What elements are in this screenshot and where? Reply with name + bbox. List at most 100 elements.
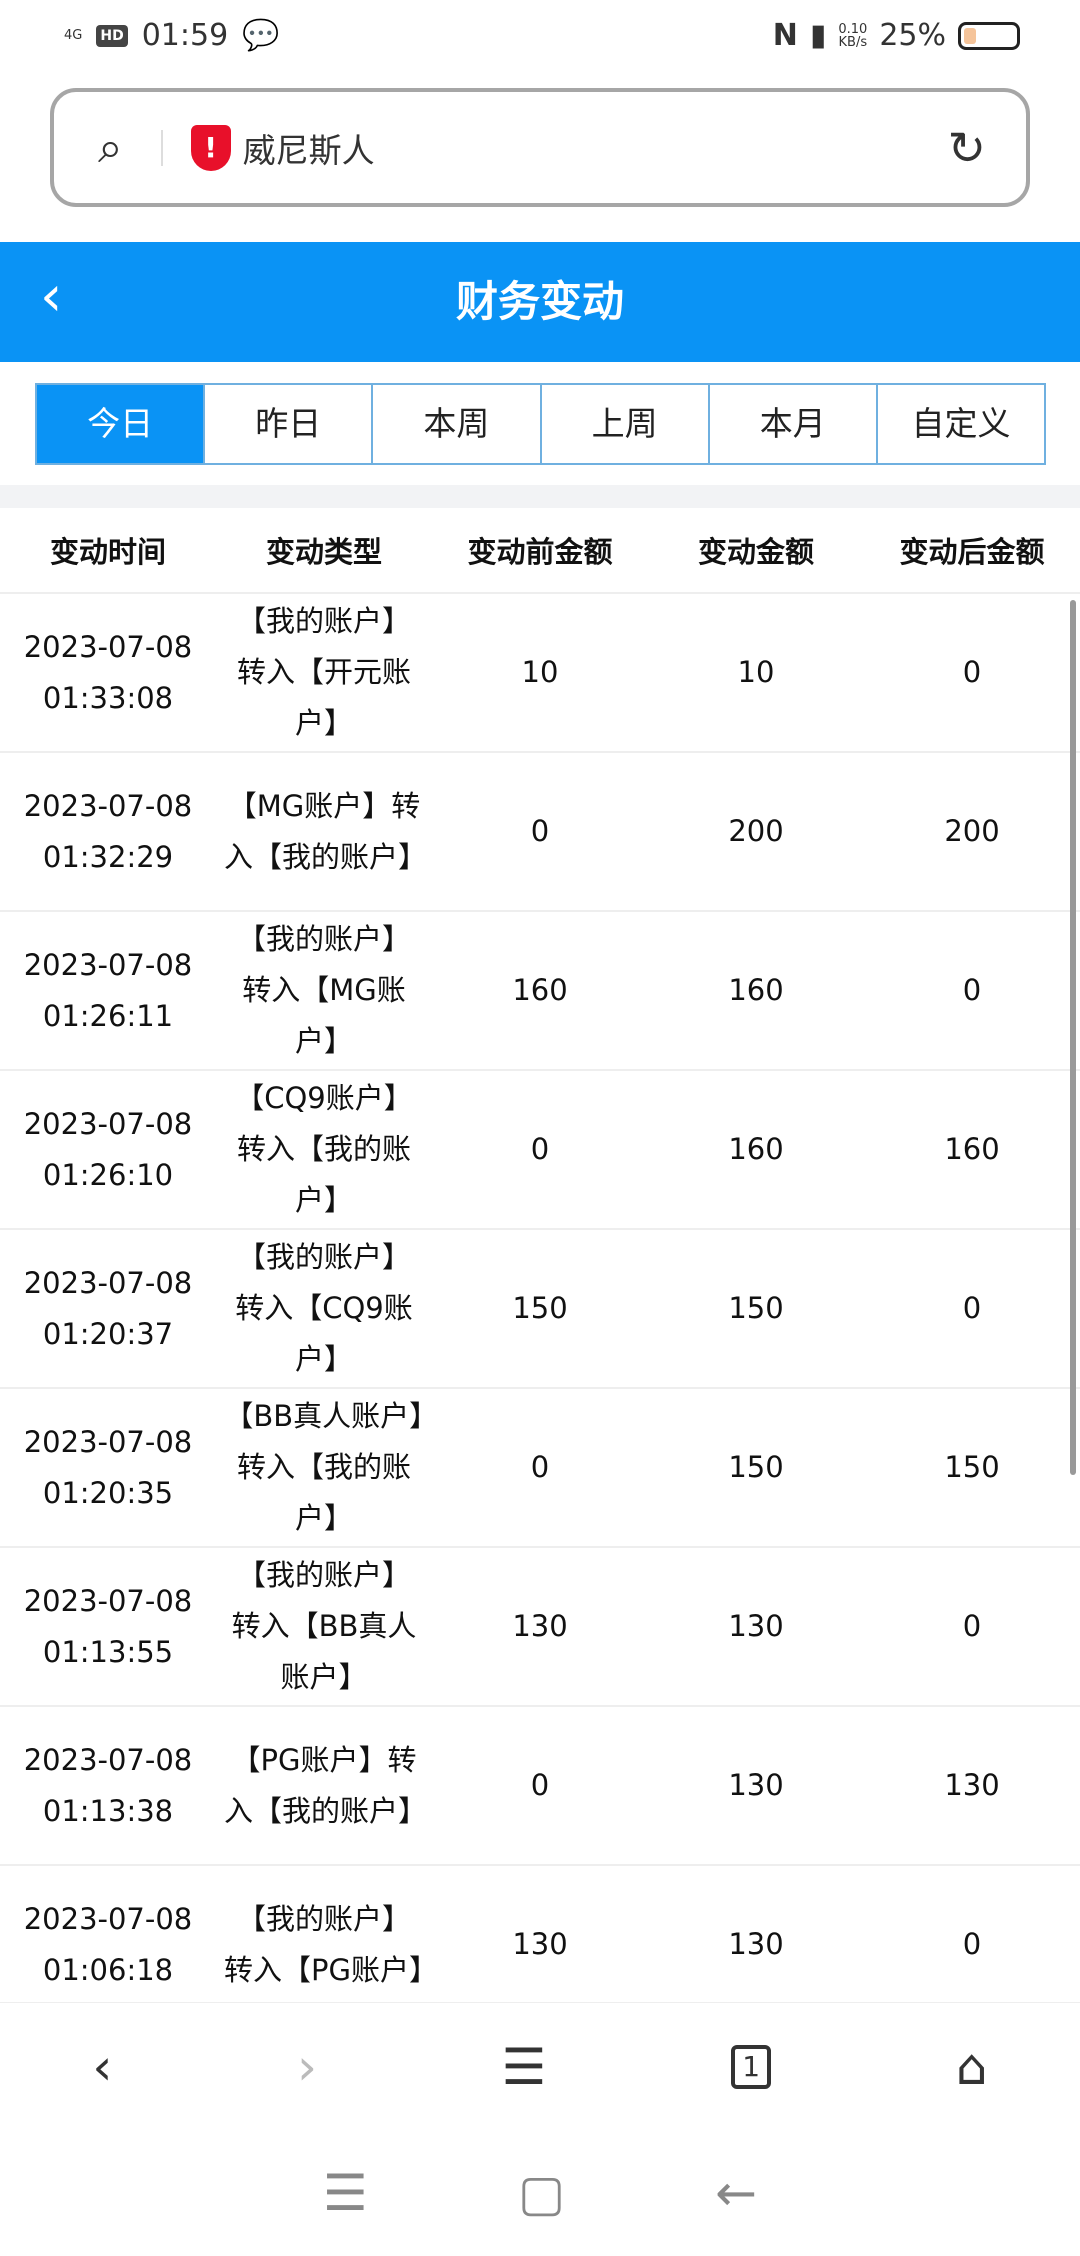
cell-type: 【CQ9账户】转入【我的账户】: [216, 1070, 432, 1230]
cell-time: 2023-07-08 01:13:55: [0, 1547, 216, 1707]
tab-this-week[interactable]: 本周: [373, 385, 542, 463]
cell-before: 0: [432, 752, 648, 912]
cell-before: 0: [432, 1388, 648, 1548]
cell-type: 【我的账户】转入【CQ9账户】: [216, 1229, 432, 1389]
cell-time: 2023-07-08 01:13:38: [0, 1706, 216, 1866]
cell-after: 150: [864, 1388, 1080, 1548]
browser-toolbar: ‹ › ☰ 1 ⌂: [0, 2002, 1080, 2130]
menu-icon[interactable]: ☰: [501, 2037, 547, 2096]
table-row: 2023-07-08 01:13:38 【PG账户】转入【我的账户】 0 130 130: [0, 1706, 1080, 1866]
network-indicator: 4G: [64, 28, 83, 43]
cell-type: 【PG账户】转入【我的账户】: [216, 1706, 432, 1866]
cell-type: 【BB真人账户】转入【我的账户】: [216, 1388, 432, 1548]
battery-percent: 25%: [879, 18, 946, 53]
back-arrow-icon[interactable]: ←: [715, 2164, 757, 2222]
cell-after: 0: [864, 911, 1080, 1071]
cell-after: 160: [864, 1070, 1080, 1230]
divider: [160, 129, 163, 166]
cell-time: 2023-07-08 01:33:08: [0, 593, 216, 753]
cell-before: 160: [432, 911, 648, 1071]
cell-amount: 130: [648, 1547, 864, 1707]
cell-after: 0: [864, 1547, 1080, 1707]
cell-time: 2023-07-08 01:06:18: [0, 1865, 216, 2002]
recents-icon[interactable]: ☰: [323, 2164, 368, 2222]
cell-time: 2023-07-08 01:20:37: [0, 1229, 216, 1389]
net-speed: 0.10 KB/s: [838, 23, 867, 49]
cell-before: 130: [432, 1547, 648, 1707]
page-header: ‹ 财务变动: [0, 242, 1080, 362]
tab-today[interactable]: 今日: [37, 385, 206, 463]
cell-type: 【我的账户】转入【BB真人账户】: [216, 1547, 432, 1707]
cell-amount: 150: [648, 1229, 864, 1389]
clock: 01:59: [141, 18, 229, 53]
speed-unit: KB/s: [838, 34, 868, 50]
cell-before: 0: [432, 1706, 648, 1866]
forward-icon[interactable]: ›: [297, 2037, 317, 2096]
transactions-table: 变动时间 变动类型 变动前金额 变动金额 变动后金额 2023-07-08 01…: [0, 508, 1080, 2002]
nfc-icon: N: [772, 18, 798, 53]
tabs-button[interactable]: 1: [731, 2044, 772, 2089]
cell-amount: 150: [648, 1388, 864, 1548]
cell-amount: 160: [648, 1070, 864, 1230]
home-button-icon[interactable]: ▢: [517, 2164, 566, 2222]
table-row: 2023-07-08 01:06:18 【我的账户】转入【PG账户】 130 130 0: [0, 1865, 1080, 2002]
cell-amount: 130: [648, 1706, 864, 1866]
table-row: 2023-07-08 01:26:10 【CQ9账户】转入【我的账户】 0 160 16…: [0, 1070, 1080, 1230]
table-row: 2023-07-08 01:13:55 【我的账户】转入【BB真人账户】 130 13…: [0, 1547, 1080, 1707]
cell-time: 2023-07-08 01:20:35: [0, 1388, 216, 1548]
cell-after: 0: [864, 1229, 1080, 1389]
battery-icon: [958, 21, 1020, 50]
col-amount: 变动金额: [648, 508, 864, 594]
back-icon[interactable]: ‹: [92, 2037, 113, 2096]
search-icon[interactable]: ⌕: [98, 122, 123, 173]
cell-type: 【我的账户】转入【PG账户】: [216, 1865, 438, 2002]
table-row: 2023-07-08 01:32:29 【MG账户】转入【我的账户】 0 200 200: [0, 752, 1080, 912]
address-bar[interactable]: ⌕ ! 威尼斯人 ↻: [50, 88, 1030, 207]
cell-time: 2023-07-08 01:26:11: [0, 911, 216, 1071]
scrollbar[interactable]: [1070, 600, 1076, 1475]
table-row: 2023-07-08 01:20:35 【BB真人账户】转入【我的账户】 0 150 1…: [0, 1388, 1080, 1548]
date-filter-tabs: 今日 昨日 本周 上周 本月 自定义: [35, 383, 1046, 465]
tab-last-week[interactable]: 上周: [542, 385, 710, 463]
cell-after: 130: [864, 1706, 1080, 1866]
vibrate-icon: ▮: [809, 18, 827, 53]
back-button[interactable]: ‹: [40, 264, 63, 329]
hd-icon: HD: [96, 24, 128, 47]
cell-amount: 200: [648, 752, 864, 912]
table-row: 2023-07-08 01:26:11 【我的账户】转入【MG账户】 160 160 0: [0, 911, 1080, 1071]
cell-type: 【我的账户】转入【开元账户】: [216, 593, 432, 753]
message-icon: 💬: [242, 18, 280, 53]
cell-amount: 130: [648, 1865, 864, 2002]
cell-after: 200: [864, 752, 1080, 912]
status-bar: 4G HD 01:59 💬 N ▮ 0.10 KB/s 25%: [0, 0, 1080, 80]
col-type: 变动类型: [216, 508, 432, 594]
table-row: 2023-07-08 01:20:37 【我的账户】转入【CQ9账户】 150 150…: [0, 1229, 1080, 1389]
cell-after: 0: [864, 1865, 1080, 2002]
reload-icon[interactable]: ↻: [947, 120, 986, 175]
col-before: 变动前金额: [432, 508, 648, 594]
cell-time: 2023-07-08 01:32:29: [0, 752, 216, 912]
cell-before: 130: [432, 1865, 648, 2002]
home-icon[interactable]: ⌂: [955, 2037, 988, 2096]
page-title: 财务变动: [455, 277, 624, 326]
cell-before: 150: [432, 1229, 648, 1389]
speed-value: 0.10: [838, 21, 868, 37]
cell-type: 【MG账户】转入【我的账户】: [216, 752, 432, 912]
security-warning-icon[interactable]: !: [190, 124, 231, 171]
col-time: 变动时间: [0, 508, 216, 594]
cell-before: 0: [432, 1070, 648, 1230]
col-after: 变动后金额: [864, 508, 1080, 594]
tab-yesterday[interactable]: 昨日: [205, 385, 374, 463]
url-text[interactable]: 威尼斯人: [242, 130, 375, 170]
cell-amount: 10: [648, 593, 864, 753]
table-row: 2023-07-08 01:33:08 【我的账户】转入【开元账户】 10 10 0: [0, 593, 1080, 753]
cell-amount: 160: [648, 911, 864, 1071]
cell-after: 0: [864, 593, 1080, 753]
cell-before: 10: [432, 593, 648, 753]
cell-time: 2023-07-08 01:26:10: [0, 1070, 216, 1230]
cell-type: 【我的账户】转入【MG账户】: [216, 911, 432, 1071]
tab-this-month[interactable]: 本月: [710, 385, 878, 463]
system-nav: ☰ ▢ ←: [0, 2130, 1080, 2256]
tab-custom[interactable]: 自定义: [911, 404, 1011, 443]
divider: [0, 485, 1080, 508]
